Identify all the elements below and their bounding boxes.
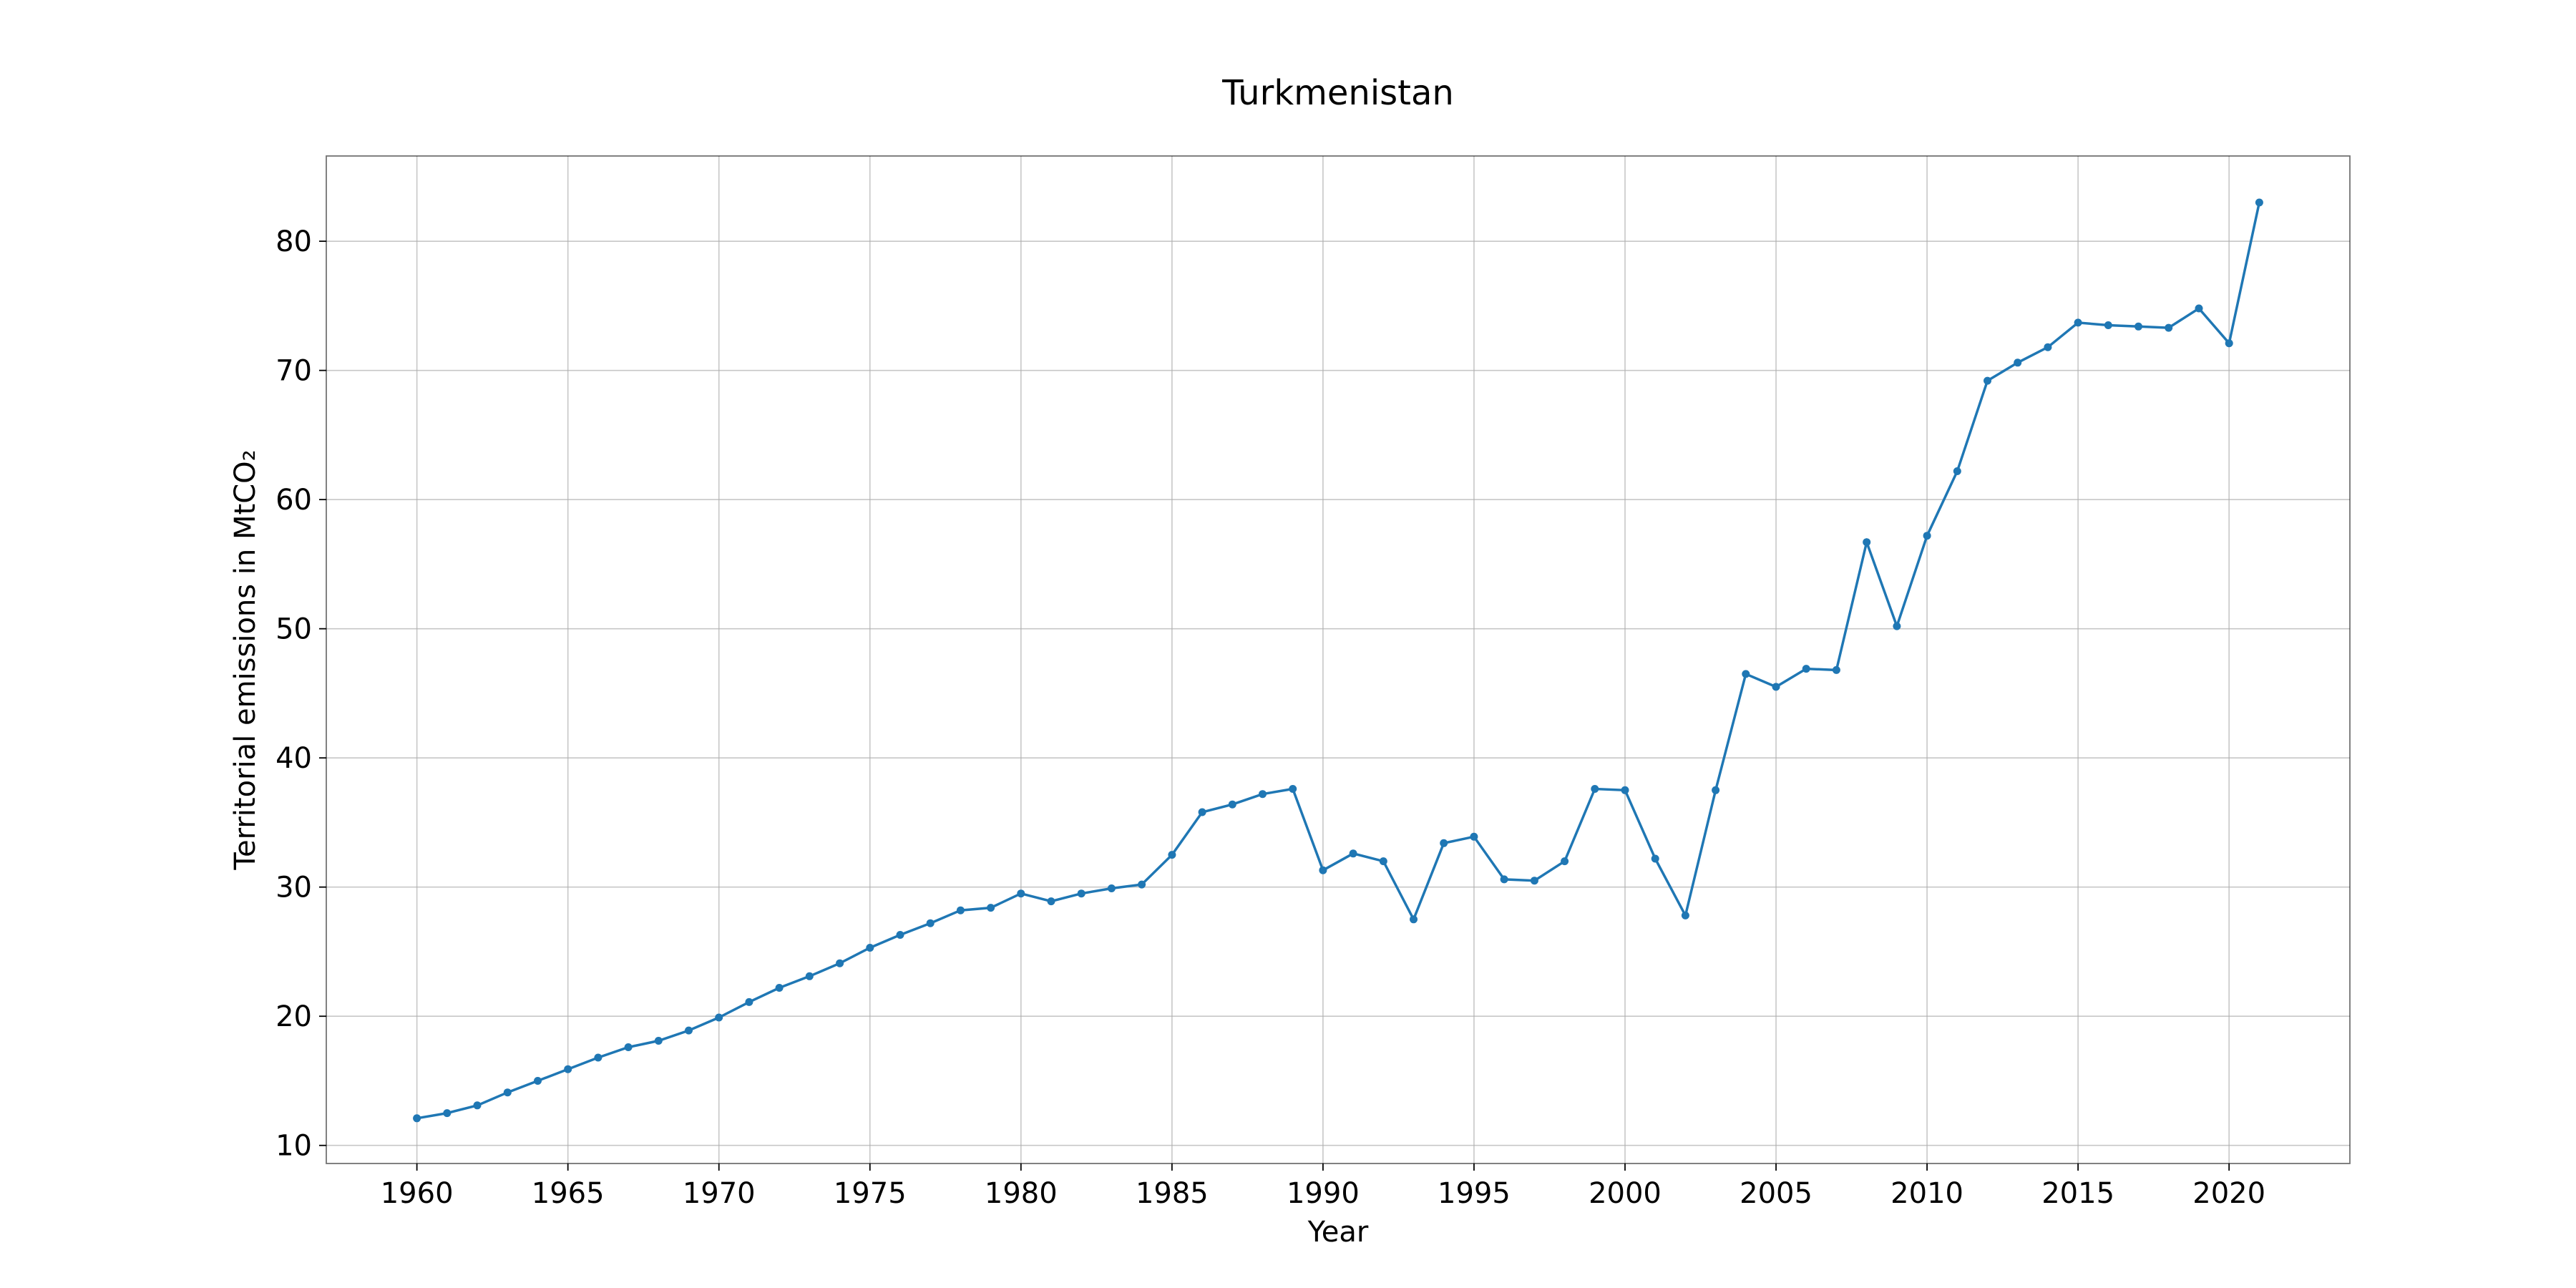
series-layer — [413, 198, 2263, 1123]
data-point — [1107, 884, 1116, 892]
y-tick-label: 50 — [275, 613, 312, 646]
data-point — [2255, 198, 2263, 207]
plot-frame — [326, 155, 2351, 1164]
series-line — [416, 202, 2261, 1120]
x-tick-label: 1975 — [834, 1177, 907, 1210]
data-point — [413, 1114, 421, 1123]
data-point — [1923, 532, 1931, 540]
data-point — [1984, 376, 1991, 385]
x-tick-label: 2020 — [2192, 1177, 2265, 1210]
data-point — [1681, 911, 1689, 919]
data-point — [715, 1013, 723, 1022]
x-tick-label: 2015 — [2041, 1177, 2114, 1210]
x-tick-label: 1970 — [683, 1177, 756, 1210]
x-tick-label: 2005 — [1740, 1177, 1813, 1210]
data-point — [1530, 877, 1538, 885]
axis-ticks: 1960 1965 1970 1975 1980 1985 1990 1995 2000 2005… — [275, 225, 2265, 1210]
x-tick-label: 1960 — [381, 1177, 454, 1210]
x-tick-label: 1980 — [985, 1177, 1058, 1210]
data-point — [473, 1101, 482, 1110]
data-point — [2104, 321, 2112, 329]
data-point — [775, 984, 784, 992]
data-point — [654, 1037, 663, 1045]
data-point — [1500, 875, 1508, 884]
data-point — [1319, 866, 1327, 874]
data-point — [1138, 880, 1146, 889]
data-point — [896, 931, 904, 939]
data-point — [1077, 889, 1085, 898]
data-point — [534, 1077, 542, 1085]
data-point — [926, 919, 935, 927]
data-point — [1953, 467, 1961, 475]
x-tick-label: 2010 — [1890, 1177, 1963, 1210]
x-tick-label: 1995 — [1438, 1177, 1511, 1210]
data-point — [443, 1109, 452, 1118]
data-point — [564, 1065, 572, 1073]
data-point — [987, 904, 995, 912]
y-tick-label: 70 — [275, 355, 312, 388]
data-point — [1410, 915, 1418, 924]
data-point — [1561, 857, 1569, 866]
data-point — [2195, 304, 2203, 313]
data-point — [2044, 343, 2052, 351]
y-tick-label: 80 — [275, 225, 312, 258]
data-point — [685, 1026, 693, 1035]
data-point — [594, 1053, 602, 1062]
data-point — [1047, 897, 1055, 906]
data-point — [1651, 854, 1659, 863]
data-point — [1863, 538, 1871, 547]
data-point — [956, 906, 965, 914]
data-point — [1198, 808, 1206, 816]
data-point — [1621, 786, 1629, 794]
data-point — [624, 1043, 633, 1051]
data-point — [1259, 790, 1267, 799]
y-tick-label: 20 — [275, 1000, 312, 1033]
data-point — [2225, 339, 2233, 348]
x-tick-label: 1965 — [532, 1177, 605, 1210]
x-tick-label: 2000 — [1589, 1177, 1662, 1210]
x-axis-label: Year — [1307, 1216, 1369, 1249]
x-tick-label: 1990 — [1287, 1177, 1360, 1210]
data-point — [2014, 358, 2022, 367]
data-point — [503, 1088, 512, 1097]
data-point — [1832, 665, 1840, 674]
data-point — [1289, 785, 1297, 793]
data-point — [1893, 622, 1901, 630]
y-tick-label: 40 — [275, 742, 312, 775]
data-point — [2165, 323, 2173, 332]
chart-title: Turkmenistan — [1221, 73, 1454, 113]
data-point — [866, 944, 874, 952]
data-point — [1802, 665, 1810, 673]
data-point — [1712, 786, 1720, 794]
y-tick-label: 60 — [275, 484, 312, 517]
data-point — [1742, 670, 1750, 678]
data-point — [1772, 683, 1780, 691]
data-point — [1470, 832, 1478, 841]
data-point — [1591, 785, 1599, 793]
data-point — [1228, 800, 1236, 809]
grid-lines — [326, 156, 2350, 1163]
data-point — [2074, 318, 2082, 327]
data-point — [1168, 851, 1176, 859]
data-point — [2135, 322, 2142, 331]
data-point — [1349, 849, 1357, 858]
data-point — [1379, 857, 1387, 866]
data-point — [836, 959, 844, 967]
x-tick-label: 1985 — [1136, 1177, 1209, 1210]
data-point — [805, 972, 814, 980]
y-tick-label: 30 — [275, 872, 312, 904]
data-point — [745, 997, 753, 1006]
y-tick-label: 10 — [275, 1130, 312, 1163]
data-point — [1440, 839, 1448, 847]
y-axis-label: Territorial emissions in MtCO₂ — [229, 449, 262, 870]
data-point — [1017, 889, 1025, 898]
